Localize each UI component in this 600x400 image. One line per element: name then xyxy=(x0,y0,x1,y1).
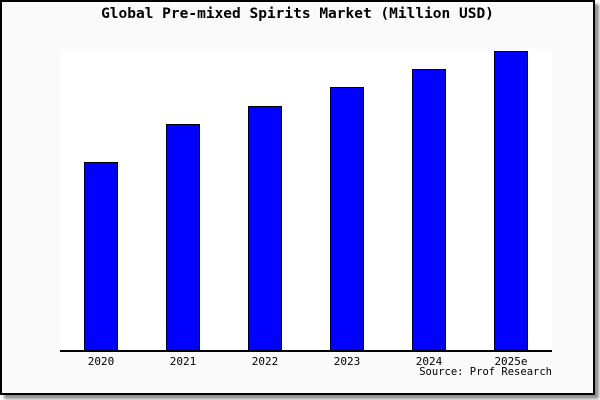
bar-2023 xyxy=(330,87,364,350)
x-axis-labels: 2020 2021 2022 2023 2024 2025e xyxy=(60,355,552,368)
source-caption: Source: Prof Research xyxy=(419,366,552,378)
bar-slot xyxy=(224,49,306,350)
x-tick-label: 2022 xyxy=(251,355,279,368)
chart-title: Global Pre-mixed Spirits Market (Million… xyxy=(101,6,494,22)
bar-2021 xyxy=(166,124,200,350)
bar-slot xyxy=(306,49,388,350)
bar-slot xyxy=(470,49,552,350)
x-tick-label: 2020 xyxy=(87,355,115,368)
bar-slot xyxy=(142,49,224,350)
bar-2020 xyxy=(84,162,118,350)
bar-2024 xyxy=(412,69,446,350)
x-tick-label: 2021 xyxy=(169,355,197,368)
bar-2025e xyxy=(494,51,528,350)
bar-slot xyxy=(60,49,142,350)
plot-area xyxy=(60,49,552,352)
x-tick-label: 2024 xyxy=(415,355,443,368)
bar-2022 xyxy=(248,106,282,350)
bar-slot xyxy=(388,49,470,350)
x-tick-label: 2023 xyxy=(333,355,361,368)
x-tick-label: 2025e xyxy=(494,355,528,368)
chart-frame: Global Pre-mixed Spirits Market (Million… xyxy=(0,0,595,395)
